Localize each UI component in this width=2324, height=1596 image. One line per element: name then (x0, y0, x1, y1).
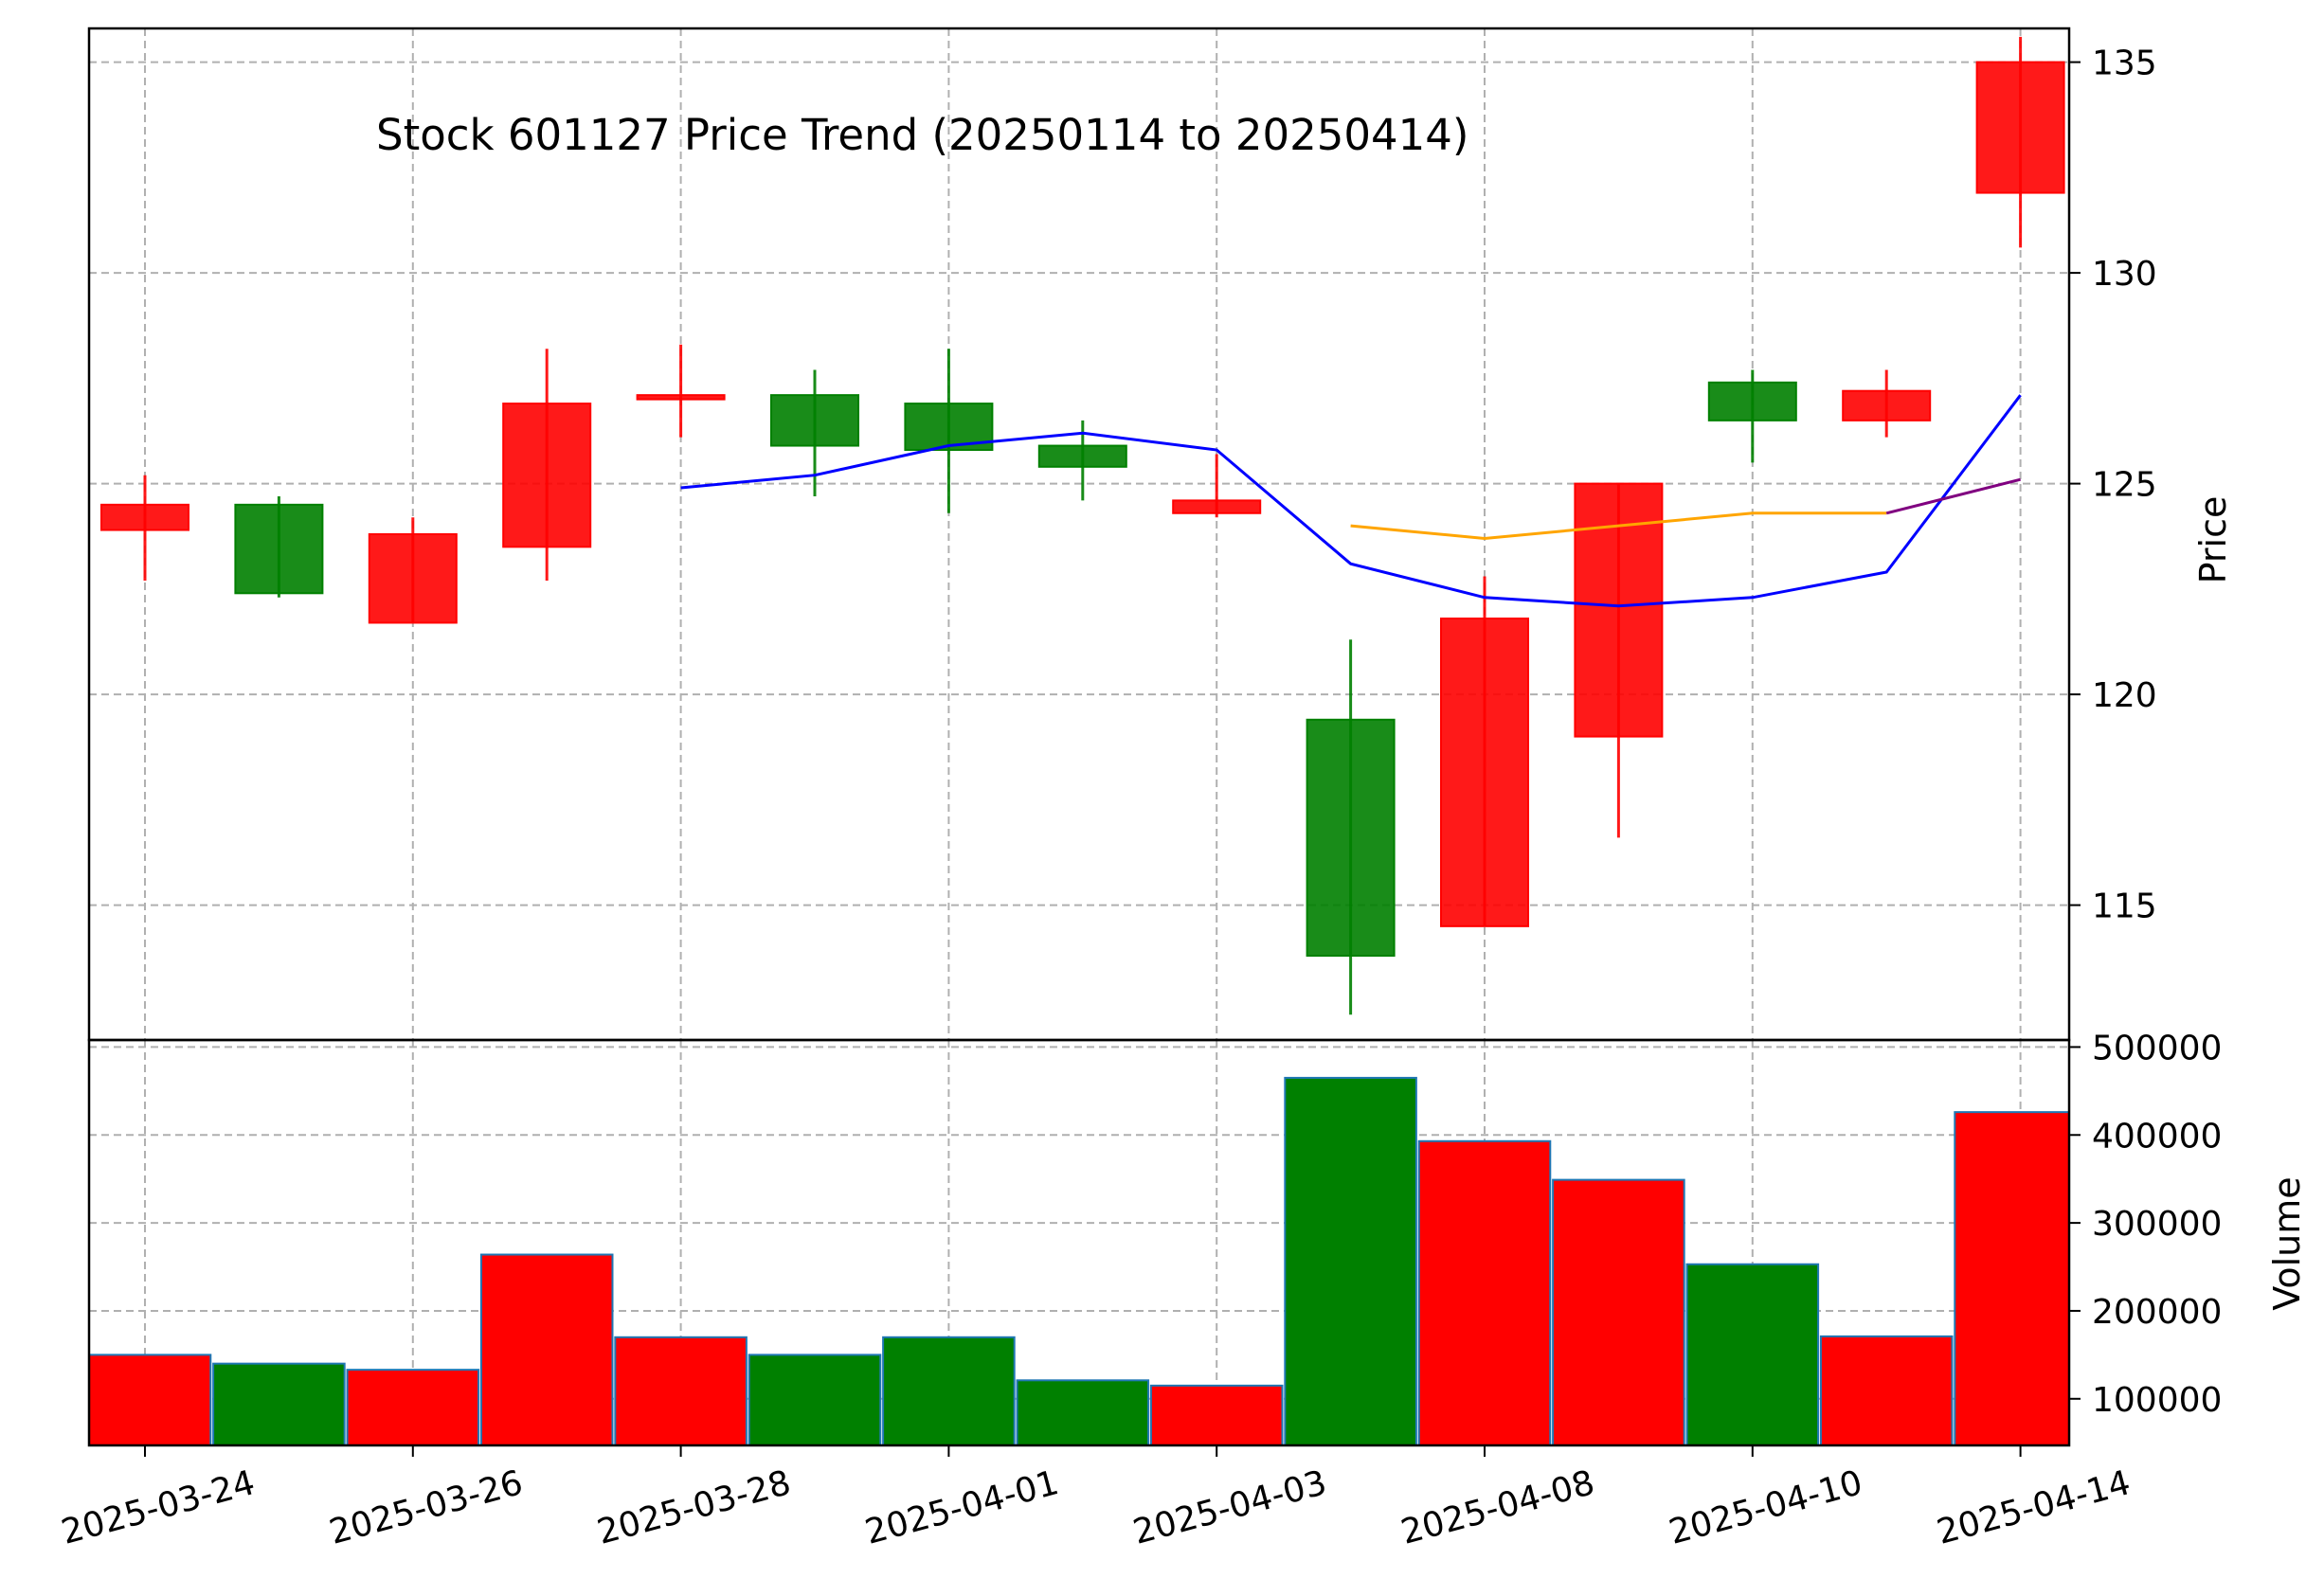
volume-bar (614, 1336, 748, 1447)
price-tick-label: 130 (2092, 255, 2157, 294)
candle-body (1037, 444, 1127, 468)
moving-average-line (1350, 511, 1887, 541)
candle-body (1975, 61, 2065, 194)
volume-bar (88, 1354, 212, 1446)
price-axis-label: Price (2192, 496, 2234, 584)
candle-body (502, 403, 592, 548)
candle-body (234, 503, 324, 595)
moving-average-line (1885, 477, 2021, 515)
candle-body (636, 394, 726, 401)
volume-bar (212, 1362, 346, 1446)
axes-frame (87, 27, 2071, 1447)
candle (502, 349, 592, 581)
volume-bar (1685, 1263, 1820, 1447)
candle (234, 495, 324, 598)
candlesticks (100, 36, 2065, 1015)
candle (904, 349, 994, 513)
volume-tick-label: 500000 (2092, 1029, 2222, 1067)
candle (636, 344, 726, 438)
candle-body (770, 394, 859, 447)
volume-bar (346, 1369, 480, 1446)
candle (1306, 639, 1396, 1015)
candle-body (100, 503, 189, 531)
volume-bar (882, 1336, 1016, 1447)
candle-body (1306, 718, 1396, 957)
volume-bar (1016, 1379, 1150, 1446)
candle-body (1172, 499, 1262, 514)
volume-bar (1417, 1139, 1552, 1447)
price-tick-label: 115 (2092, 888, 2157, 926)
chart-title: Stock 601127 Price Trend (20250114 to 20… (376, 110, 1468, 160)
candle-body (368, 533, 458, 624)
price-tick-label: 135 (2092, 45, 2157, 83)
volume-axis-label: Volume (2266, 1176, 2308, 1310)
candle (1172, 454, 1262, 518)
volume-tick-label: 300000 (2092, 1205, 2222, 1244)
volume-tick-label: 100000 (2092, 1381, 2222, 1420)
volume-tick-label: 400000 (2092, 1117, 2222, 1156)
volume-bar (1149, 1384, 1284, 1446)
moving-average-lines (680, 394, 2022, 608)
candle (1707, 369, 1797, 463)
volume-bar (1954, 1111, 2070, 1446)
volume-bar (479, 1253, 614, 1446)
volume-bar (1819, 1335, 1954, 1446)
candle (368, 517, 458, 624)
candle (1975, 36, 2065, 248)
candle-body (1707, 381, 1797, 421)
candle (1440, 576, 1529, 927)
moving-average-line (680, 394, 2022, 608)
price-tick-label: 125 (2092, 466, 2157, 505)
candle-body (1440, 618, 1529, 927)
volume-bar (1284, 1076, 1417, 1446)
candle-body (904, 403, 994, 451)
candle (100, 475, 189, 581)
candle (1842, 369, 1932, 438)
volume-tick-label: 200000 (2092, 1293, 2222, 1332)
volume-bar (1552, 1178, 1685, 1446)
volume-bar (748, 1354, 882, 1446)
volume-panel-frame (87, 1038, 2071, 1447)
candle-body (1842, 389, 1932, 421)
price-tick-label: 120 (2092, 676, 2157, 715)
